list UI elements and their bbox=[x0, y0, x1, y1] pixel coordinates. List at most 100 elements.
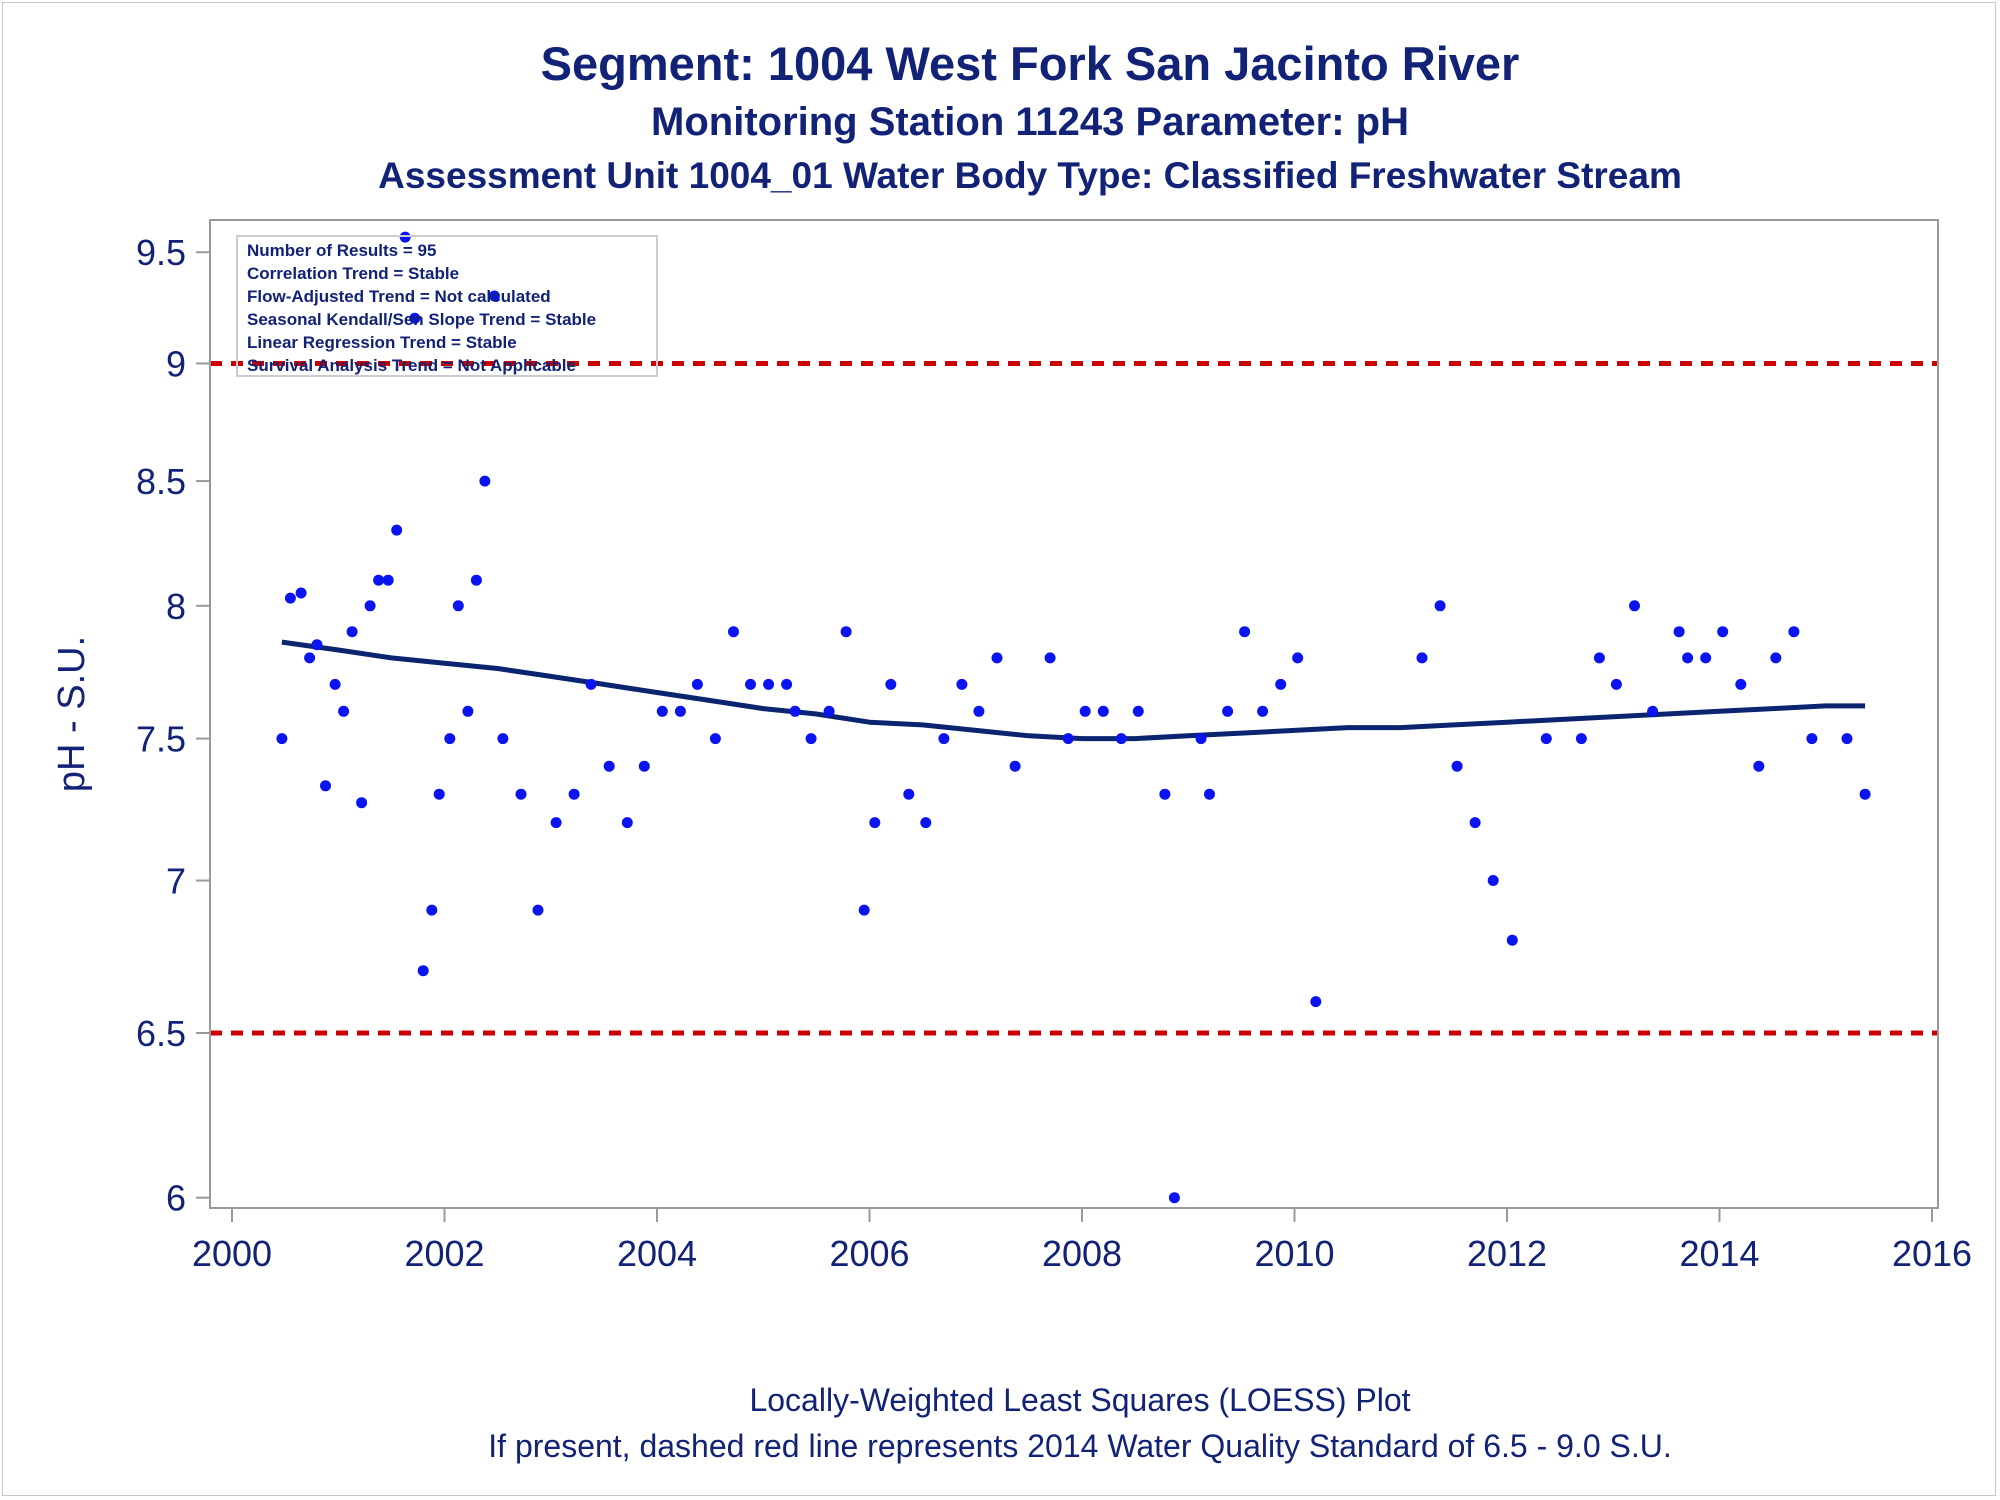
chart-title: Segment: 1004 West Fork San Jacinto Rive… bbox=[540, 37, 1520, 90]
data-point bbox=[991, 652, 1003, 664]
data-point bbox=[869, 817, 881, 829]
data-point bbox=[1195, 733, 1207, 745]
data-point bbox=[691, 678, 703, 690]
y-tick-label: 7.5 bbox=[136, 719, 186, 760]
data-point bbox=[1806, 733, 1818, 745]
data-point bbox=[1859, 788, 1871, 800]
loess-curve bbox=[281, 639, 1866, 742]
data-point bbox=[1540, 733, 1552, 745]
data-point bbox=[382, 574, 394, 586]
data-point bbox=[497, 733, 509, 745]
data-point bbox=[433, 788, 445, 800]
data-point bbox=[1841, 733, 1853, 745]
stats-line: Flow-Adjusted Trend = Not calculated bbox=[247, 287, 551, 306]
x-tick-label: 2012 bbox=[1467, 1233, 1547, 1274]
data-point bbox=[1770, 652, 1782, 664]
y-axis-title: pH - S.U. bbox=[51, 636, 93, 792]
data-point bbox=[1416, 652, 1428, 664]
data-point bbox=[1239, 626, 1251, 638]
data-point bbox=[1717, 626, 1729, 638]
data-point bbox=[903, 788, 915, 800]
data-point bbox=[728, 626, 739, 638]
data-point bbox=[1451, 760, 1463, 772]
data-point bbox=[1610, 678, 1622, 690]
data-point bbox=[1469, 817, 1481, 829]
data-point bbox=[823, 705, 835, 717]
data-point bbox=[409, 312, 421, 324]
data-point bbox=[1159, 788, 1171, 800]
data-point bbox=[364, 600, 376, 612]
stats-box: Number of Results = 95 Correlation Trend … bbox=[236, 235, 658, 377]
data-point bbox=[1647, 705, 1659, 717]
data-point bbox=[488, 290, 500, 302]
x-tick-label: 2004 bbox=[617, 1233, 697, 1274]
y-tick-label: 9 bbox=[166, 343, 186, 384]
x-tick-label: 2000 bbox=[192, 1233, 272, 1274]
data-point bbox=[276, 733, 288, 745]
data-point bbox=[426, 904, 438, 916]
data-point bbox=[568, 788, 580, 800]
data-point bbox=[781, 678, 793, 690]
data-point bbox=[1593, 652, 1605, 664]
data-point bbox=[417, 965, 429, 977]
axes: 6 6.5 7 7.5 8 8.5 9 9.5 2000 2002 2004 2006 2008 2010… bbox=[136, 232, 1972, 1274]
data-point bbox=[356, 797, 368, 809]
stats-line: Survival Analysis Trend = Not Applicable bbox=[247, 356, 576, 375]
data-point bbox=[1735, 678, 1747, 690]
x-tick-label: 2014 bbox=[1679, 1233, 1759, 1274]
data-point bbox=[973, 705, 985, 717]
data-point bbox=[1044, 652, 1056, 664]
data-point bbox=[709, 733, 721, 745]
data-point bbox=[603, 760, 615, 772]
reference-lines bbox=[210, 360, 1938, 1036]
data-point bbox=[1257, 705, 1269, 717]
x-tick-label: 2016 bbox=[1892, 1233, 1972, 1274]
data-point bbox=[462, 705, 474, 717]
data-points bbox=[276, 231, 1871, 1204]
data-point bbox=[938, 733, 950, 745]
data-point bbox=[1434, 600, 1446, 612]
data-point bbox=[621, 817, 633, 829]
data-point bbox=[320, 780, 331, 792]
data-point bbox=[745, 678, 756, 690]
data-point bbox=[1097, 705, 1109, 717]
data-point bbox=[284, 592, 296, 604]
data-point bbox=[920, 817, 932, 829]
data-point bbox=[1222, 705, 1234, 717]
data-point bbox=[638, 760, 650, 772]
data-point bbox=[956, 678, 968, 690]
data-point bbox=[304, 652, 316, 664]
data-point bbox=[1292, 652, 1304, 664]
data-point bbox=[805, 733, 817, 745]
data-point bbox=[1506, 934, 1518, 946]
data-point bbox=[1682, 652, 1694, 664]
stats-line: Linear Regression Trend = Stable bbox=[247, 333, 517, 352]
data-point bbox=[1700, 652, 1712, 664]
stats-line: Number of Results = 95 bbox=[247, 241, 436, 260]
data-point bbox=[1009, 760, 1021, 772]
data-point bbox=[674, 705, 686, 717]
data-point bbox=[391, 524, 403, 536]
data-point bbox=[1487, 875, 1499, 886]
data-point bbox=[311, 639, 323, 651]
data-point bbox=[763, 678, 775, 690]
chart-subtitle-station: Monitoring Station 11243 Parameter: pH bbox=[651, 100, 1409, 144]
data-point bbox=[373, 574, 385, 586]
data-point bbox=[1168, 1192, 1180, 1204]
y-tick-label: 8.5 bbox=[136, 461, 186, 502]
stats-line: Correlation Trend = Stable bbox=[247, 264, 459, 283]
data-point bbox=[585, 678, 597, 690]
data-point bbox=[1132, 705, 1144, 717]
y-tick-label: 6 bbox=[166, 1178, 186, 1219]
x-tick-label: 2006 bbox=[829, 1233, 909, 1274]
y-tick-label: 8 bbox=[166, 586, 186, 627]
data-point bbox=[1629, 600, 1640, 612]
data-point bbox=[329, 678, 341, 690]
data-point bbox=[532, 904, 544, 916]
y-tick-label: 6.5 bbox=[136, 1013, 186, 1054]
data-point bbox=[479, 475, 491, 487]
data-point bbox=[515, 788, 527, 800]
data-point bbox=[295, 587, 307, 599]
